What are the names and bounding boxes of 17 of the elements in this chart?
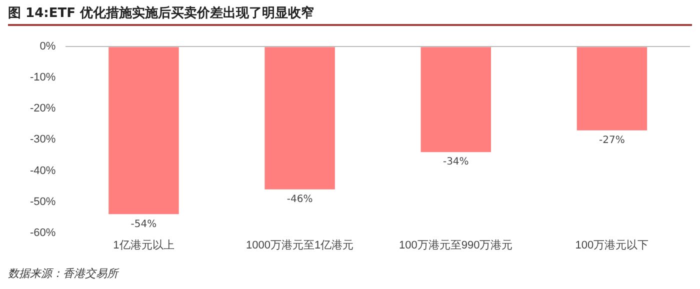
y-tick-label: -60% — [30, 226, 56, 239]
data-label: -34% — [442, 156, 469, 168]
data-label: -54% — [130, 218, 157, 230]
x-tick-label: 1亿港元以上 — [113, 238, 174, 252]
data-label: -46% — [286, 194, 313, 205]
y-tick-label: -10% — [30, 72, 56, 84]
y-tick-label: -30% — [30, 134, 56, 146]
y-tick-label: 0% — [40, 40, 56, 53]
chart-title: 图 14:ETF 优化措施实施后买卖价差出现了明显收窄 — [8, 4, 314, 22]
source-note: 数据来源：香港交易所 — [8, 266, 118, 281]
x-tick-label: 100万港元至990万港元 — [399, 238, 513, 252]
y-tick-label: -40% — [30, 164, 56, 177]
x-tick-label: 100万港元以下 — [575, 238, 649, 252]
y-tick-label: -50% — [30, 196, 56, 208]
data-label: -27% — [599, 134, 625, 146]
y-tick-label: -20% — [30, 102, 56, 115]
x-tick-label: 1000万港元至1亿港元 — [246, 238, 354, 252]
